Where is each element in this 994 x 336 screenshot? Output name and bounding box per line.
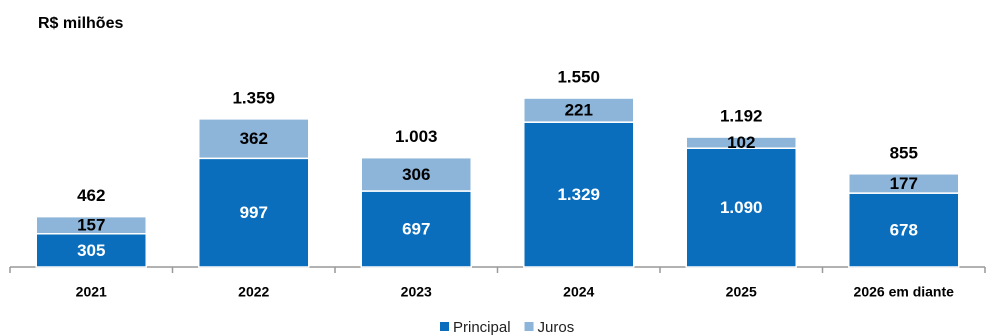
x-tick-label: 2023 [401, 284, 432, 300]
value-label: 1.090 [720, 198, 763, 217]
value-label: 157 [77, 216, 105, 235]
bar-segment [685, 147, 797, 268]
total-label: 462 [77, 186, 105, 205]
value-label: 221 [565, 101, 593, 120]
total-label: 1.550 [557, 68, 600, 87]
x-tick-label: 2021 [76, 284, 107, 300]
value-label: 102 [727, 133, 755, 152]
legend-label: Juros [538, 319, 575, 336]
x-tick-label: 2026 em diante [854, 284, 955, 300]
bar-segment [35, 233, 147, 268]
legend-swatch [440, 322, 449, 331]
bar-segment [523, 97, 635, 123]
value-label: 305 [77, 241, 105, 260]
value-label: 362 [240, 129, 268, 148]
value-label: 678 [890, 221, 918, 240]
bar-segment [848, 173, 960, 194]
bar-segment [360, 190, 472, 268]
x-tick-label: 2022 [238, 284, 269, 300]
bar-segment [198, 118, 310, 160]
bar-segment [848, 192, 960, 268]
legend-label: Principal [453, 319, 511, 336]
bar-segment [198, 157, 310, 268]
bar-segment [35, 215, 147, 235]
value-label: 177 [890, 174, 918, 193]
chart-title: R$ milhões [38, 15, 123, 32]
total-label: 1.359 [232, 88, 275, 107]
total-label: 1.192 [720, 107, 763, 126]
total-label: 1.003 [395, 127, 438, 146]
total-label: 855 [890, 143, 918, 162]
bar-segment [685, 136, 797, 149]
value-label: 997 [240, 203, 268, 222]
value-label: 697 [402, 219, 430, 238]
value-label: 1.329 [557, 185, 600, 204]
x-tick-label: 2024 [563, 284, 594, 300]
value-label: 306 [402, 165, 430, 184]
x-tick-label: 2025 [726, 284, 757, 300]
bar-segment [360, 156, 472, 192]
legend-swatch [524, 322, 534, 331]
